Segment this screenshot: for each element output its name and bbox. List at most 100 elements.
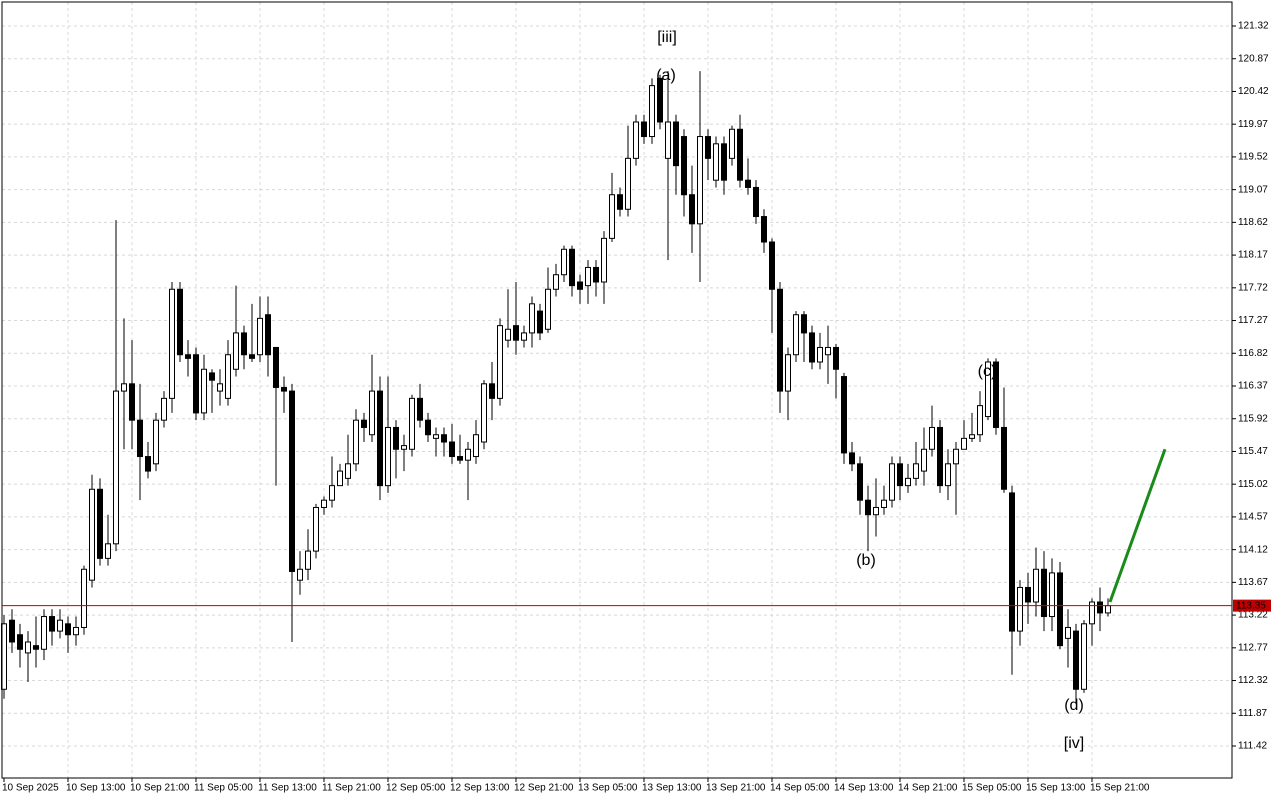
candle-body-up <box>1065 626 1071 639</box>
candle-body-up <box>1081 623 1087 690</box>
candle-body-up <box>625 157 631 210</box>
candle-body-up <box>225 354 231 399</box>
candle-body-down <box>513 325 519 341</box>
candle-body-down <box>833 346 839 370</box>
candle-body-down <box>769 241 775 290</box>
candle-body-up <box>233 332 239 370</box>
candle-body-down <box>9 619 15 643</box>
candle-body-up <box>785 354 791 392</box>
candle-body-up <box>25 641 31 654</box>
candle-body-down <box>289 390 295 572</box>
candle-body-up <box>1017 586 1023 632</box>
candle-body-up <box>697 136 703 225</box>
candle-body-down <box>449 441 455 458</box>
candle-body-down <box>761 216 767 243</box>
candle-body-down <box>657 77 663 123</box>
candle-body-up <box>305 550 311 570</box>
candle-body-down <box>361 419 367 428</box>
y-tick-label: 116.37 <box>1238 381 1268 392</box>
candle-body-down <box>209 372 215 381</box>
x-tick-label: 13 Sep 21:00 <box>706 783 766 794</box>
candle-body-down <box>993 361 999 428</box>
y-tick-label: 115.92 <box>1238 413 1268 424</box>
candle-body-down <box>441 434 447 443</box>
candle-body-down <box>249 354 255 359</box>
y-tick-label: 120.87 <box>1238 53 1269 64</box>
candle-body-up <box>977 405 983 436</box>
candle-body-down <box>937 426 943 487</box>
candle-body-up <box>889 463 895 501</box>
x-tick-label: 14 Sep 21:00 <box>898 783 958 794</box>
candle-body-down <box>145 456 151 472</box>
wave-label: (c) <box>978 363 997 380</box>
candle-body-down <box>801 314 807 334</box>
y-tick-label: 114.57 <box>1238 512 1268 523</box>
candle-body-down <box>1057 572 1063 647</box>
candle-body-down <box>641 121 647 138</box>
candle-body-up <box>161 397 167 421</box>
x-tick-label: 10 Sep 21:00 <box>130 783 190 794</box>
x-tick-label: 15 Sep 13:00 <box>1026 783 1086 794</box>
candle-body-up <box>1105 605 1111 614</box>
y-tick-label: 119.52 <box>1238 152 1268 163</box>
candle-body-down <box>1073 630 1079 690</box>
candle-body-up <box>385 426 391 487</box>
x-tick-label: 12 Sep 21:00 <box>514 783 574 794</box>
grid <box>2 2 1232 778</box>
x-tick-label: 13 Sep 13:00 <box>642 783 702 794</box>
candle-body-up <box>817 346 823 363</box>
candle-body-down <box>1041 568 1047 618</box>
candle-body-up <box>609 194 615 239</box>
candle-body-down <box>777 288 783 392</box>
candle-body-down <box>745 179 751 188</box>
y-tick-label: 120.42 <box>1238 86 1269 97</box>
y-tick-label: 117.27 <box>1238 315 1268 326</box>
x-tick-label: 11 Sep 13:00 <box>258 783 317 794</box>
candle-body-up <box>1089 601 1095 625</box>
candle-body-up <box>41 616 47 650</box>
candle-body-up <box>929 426 935 450</box>
candle-body-up <box>353 419 359 465</box>
wave-label: (a) <box>656 67 676 84</box>
candle-body-down <box>753 186 759 218</box>
candle-body-down <box>49 616 55 632</box>
candle-body-down <box>857 463 863 501</box>
candle-body-up <box>345 463 351 479</box>
y-tick-label: 113.22 <box>1238 610 1268 621</box>
candle-body-up <box>321 499 327 508</box>
x-tick-label: 11 Sep 21:00 <box>322 783 381 794</box>
candle-body-up <box>873 506 879 516</box>
candle-body-up <box>89 488 95 581</box>
candle-body-up <box>529 303 535 334</box>
candle-body-up <box>409 397 415 450</box>
candle-body-down <box>721 143 727 181</box>
y-tick-label: 119.97 <box>1238 119 1268 130</box>
wave-label: [iii] <box>657 29 677 46</box>
candle-body-up <box>985 361 991 418</box>
candle-body-up <box>297 568 303 581</box>
wave-label: (b) <box>856 552 876 569</box>
x-tick-label: 15 Sep 05:00 <box>962 783 1022 794</box>
candle-body-up <box>505 328 511 341</box>
candle-body-up <box>465 448 471 461</box>
x-tick-label: 13 Sep 05:00 <box>578 783 638 794</box>
y-tick-label: 118.62 <box>1238 217 1268 228</box>
candle-body-up <box>1033 568 1039 603</box>
candle-body-up <box>169 288 175 399</box>
y-tick-label: 119.07 <box>1238 184 1268 195</box>
candle-body-up <box>945 463 951 487</box>
candle-body-up <box>913 463 919 479</box>
candle-body-up <box>313 506 319 552</box>
candle-body-up <box>521 332 527 341</box>
candle-body-down <box>617 194 623 210</box>
candles <box>1 71 1111 704</box>
candle-body-down <box>593 266 599 283</box>
x-tick-label: 12 Sep 13:00 <box>450 783 510 794</box>
candle-body-down <box>1001 426 1007 490</box>
y-tick-label: 112.77 <box>1238 642 1268 653</box>
y-tick-label: 113.67 <box>1238 577 1268 588</box>
candle-body-up <box>337 470 343 487</box>
x-tick-label: 15 Sep 21:00 <box>1090 783 1150 794</box>
candle-body-up <box>481 383 487 443</box>
